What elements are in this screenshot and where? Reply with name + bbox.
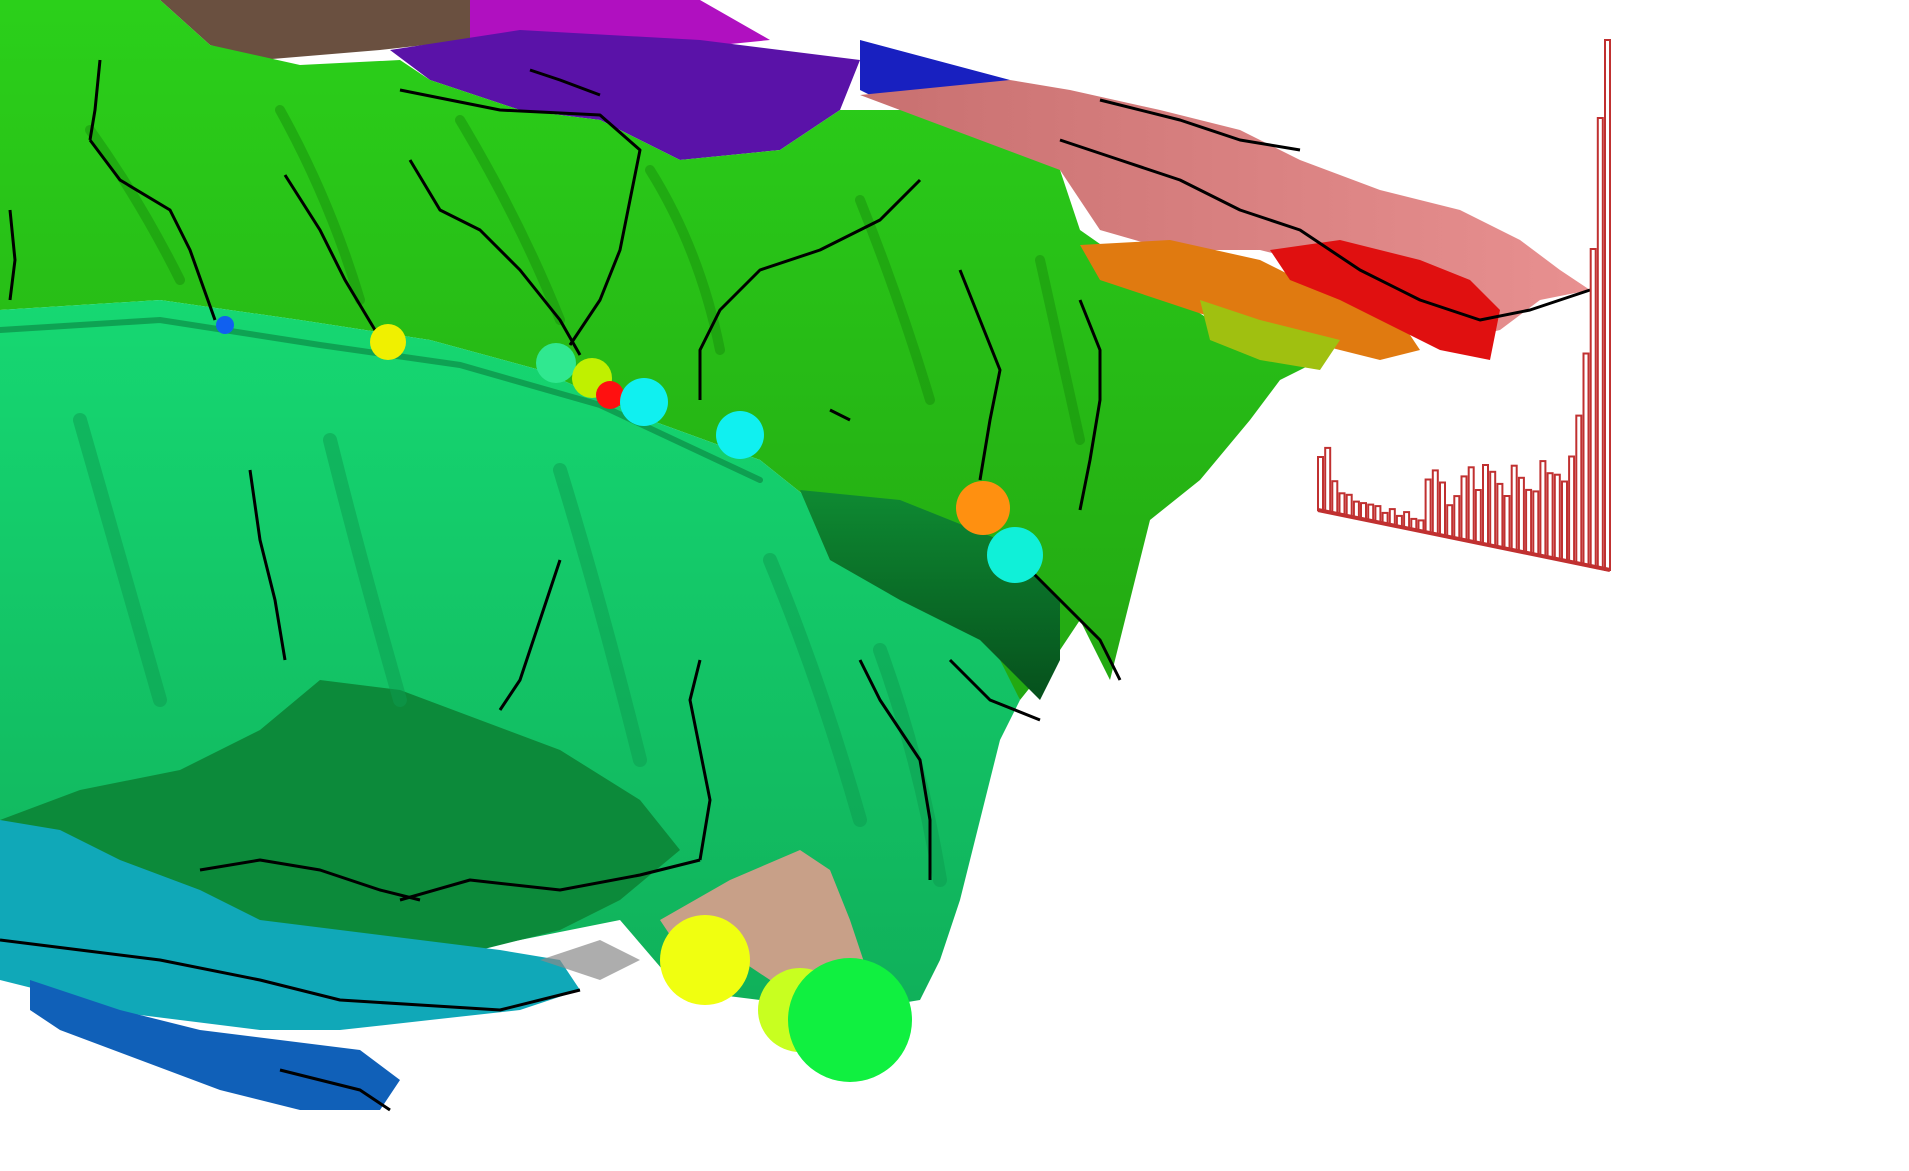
river-line [1078, 299, 1102, 511]
histogram-bar [1338, 492, 1346, 516]
outlet-marker-9 [660, 915, 750, 1005]
river-line [88, 59, 102, 141]
outlet-marker-2 [536, 343, 576, 383]
river-line [498, 559, 562, 711]
histogram-bar [1331, 480, 1339, 515]
histogram-bar [1324, 446, 1332, 513]
histogram-bar [1460, 475, 1468, 541]
histogram-bar [1532, 490, 1540, 556]
histogram-bar [1568, 455, 1576, 564]
red-region [1270, 240, 1500, 360]
elevation-histogram [1317, 39, 1611, 572]
river-line [688, 659, 712, 861]
outlet-marker-11 [788, 958, 912, 1082]
river-line [199, 858, 421, 902]
river-line [1059, 138, 1591, 322]
outlet-marker-7 [956, 481, 1010, 535]
histogram-bar [1317, 456, 1324, 511]
river-line [948, 658, 1041, 722]
outlet-marker-6 [716, 411, 764, 459]
histogram-bar [1517, 476, 1525, 553]
river-line [399, 858, 701, 902]
outlet-marker-5 [620, 378, 668, 426]
histogram-bar [1561, 480, 1568, 562]
brown-region [160, 0, 520, 60]
histogram-bar [1439, 481, 1446, 537]
histogram-bar [1553, 473, 1561, 561]
yellow-green-region [1200, 300, 1340, 370]
histogram-bar [1431, 469, 1439, 535]
histogram-bar [1525, 488, 1533, 555]
outlet-markers [216, 316, 1043, 1082]
histogram-bar [1453, 495, 1461, 540]
outlet-marker-4 [596, 381, 624, 409]
histogram-bar [1403, 511, 1411, 529]
outlet-marker-8 [987, 527, 1043, 583]
histogram-bar [1604, 39, 1611, 571]
river-line [88, 139, 217, 321]
histogram-bar [1360, 502, 1367, 521]
histogram-bar [1388, 508, 1396, 527]
river-line [829, 408, 851, 422]
histogram-bar [1510, 464, 1518, 552]
histogram-bar [1367, 503, 1375, 522]
histogram-bar [1582, 352, 1590, 567]
outlet-marker-1 [370, 324, 406, 360]
river-line [858, 659, 932, 880]
histogram-bar [1589, 248, 1597, 568]
histogram-bar [1467, 466, 1475, 543]
histogram-bar [1489, 470, 1497, 547]
histogram-bar [1446, 504, 1454, 539]
river-line [698, 178, 922, 400]
outlet-marker-12 [216, 316, 234, 334]
histogram-bar [1474, 489, 1482, 544]
histogram-bar [1575, 414, 1583, 565]
river-line [408, 159, 582, 356]
river-line [279, 1068, 391, 1112]
purple-region [390, 30, 860, 160]
river-line [958, 269, 1002, 481]
cyan-region [0, 820, 580, 1030]
river-line [529, 68, 601, 97]
histogram-bar [1352, 500, 1360, 519]
river-line [283, 174, 377, 331]
river-line [0, 938, 581, 1012]
histogram-bar [1424, 478, 1432, 534]
histogram-bar [1482, 464, 1489, 546]
histogram-baseline [1317, 508, 1611, 572]
river-line [1018, 558, 1122, 681]
river-line [1099, 98, 1301, 152]
histogram-bar [1503, 495, 1511, 550]
river-line [248, 469, 287, 661]
terrain-edge-shadow [540, 940, 640, 980]
histogram-bar [1596, 117, 1604, 570]
histogram-bar [1546, 472, 1554, 560]
orange-region [1080, 240, 1420, 360]
river-network [0, 59, 1591, 1112]
histogram-bar [1345, 493, 1353, 517]
histogram-bar [1374, 505, 1382, 524]
histogram-bar [1496, 482, 1504, 549]
river-line [8, 209, 17, 301]
histogram-bar [1539, 460, 1547, 558]
river-line [399, 88, 642, 346]
